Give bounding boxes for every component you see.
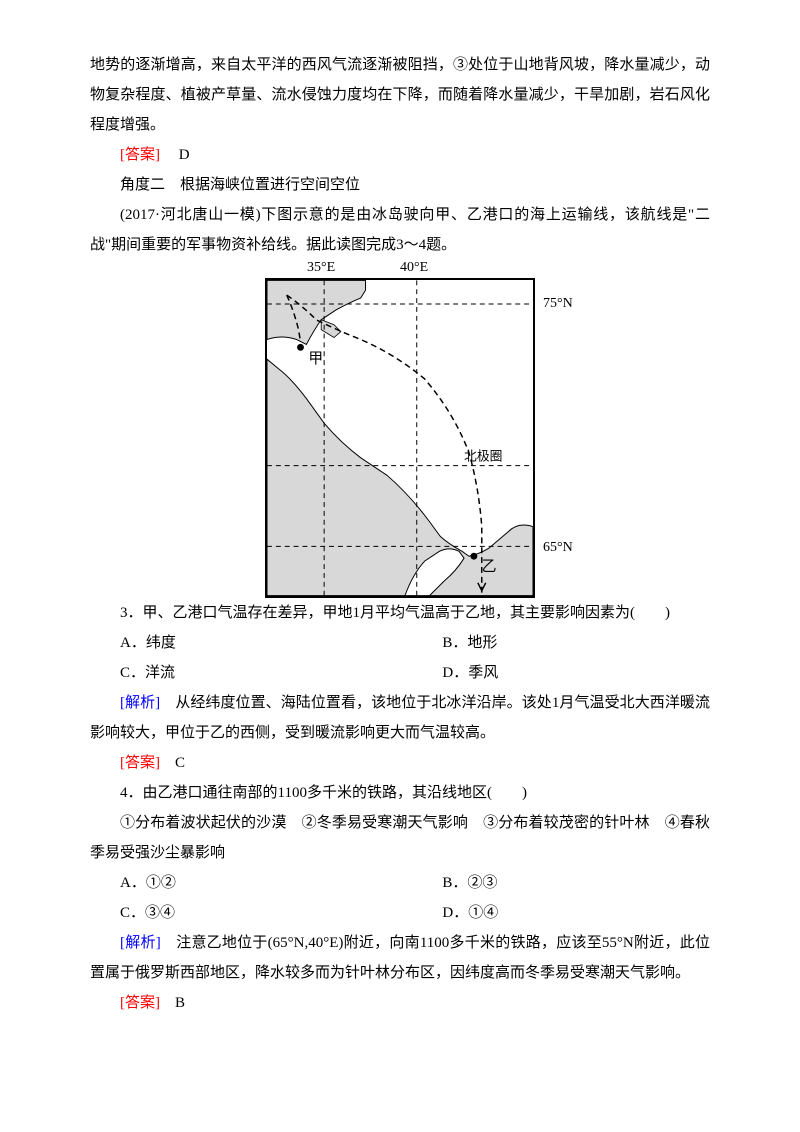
q3-analysis: [解析] 从经纬度位置、海陆位置看，该地位于北冰洋沿岸。该处1月气温受北大西洋暖… bbox=[90, 688, 710, 748]
answer-line-intro: [答案] D bbox=[90, 140, 710, 170]
q4-optC: C．③④ bbox=[90, 898, 412, 928]
map-svg: 甲 乙 北极圈 bbox=[265, 278, 535, 598]
label-65n: 65°N bbox=[543, 534, 573, 562]
q3-question: 3．甲、乙港口气温存在差异，甲地1月平均气温高于乙地，其主要影响因素为( ) bbox=[90, 598, 710, 628]
port-jia-marker bbox=[297, 344, 304, 351]
label-yi: 乙 bbox=[482, 559, 497, 575]
q3-optB: B．地形 bbox=[412, 628, 710, 658]
answer-value bbox=[164, 147, 179, 163]
label-arctic: 北极圈 bbox=[464, 450, 502, 464]
q4-statements: ①分布着波状起伏的沙漠 ②冬季易受寒潮天气影响 ③分布着较茂密的针叶林 ④春秋季… bbox=[90, 808, 710, 868]
label-jia: 甲 bbox=[308, 351, 323, 367]
q4-answer: [答案] B bbox=[90, 988, 710, 1018]
q3-answer-value: C bbox=[175, 755, 185, 771]
q3-options-row1: A．纬度 B．地形 bbox=[90, 628, 710, 658]
answer-label: [答案] bbox=[120, 147, 160, 163]
q3-analysis-text: 从经纬度位置、海陆位置看，该地位于北冰洋沿岸。该处1月气温受北大西洋暖流影响较大… bbox=[90, 695, 710, 741]
angle-title: 角度二 根据海峡位置进行空间空位 bbox=[90, 170, 710, 200]
q4-analysis-text: 注意乙地位于(65°N,40°E)附近，向南1100多千米的铁路，应该至55°N… bbox=[90, 935, 710, 981]
q3-options-row2: C．洋流 D．季风 bbox=[90, 658, 710, 688]
context-paragraph: (2017·河北唐山一模)下图示意的是由冰岛驶向甲、乙港口的海上运输线，该航线是… bbox=[90, 200, 710, 260]
q4-optB: B．②③ bbox=[412, 868, 710, 898]
q4-question: 4．由乙港口通往南部的1100多千米的铁路，其沿线地区( ) bbox=[90, 778, 710, 808]
intro-paragraph: 地势的逐渐增高，来自太平洋的西风气流逐渐被阻挡，③处位于山地背风坡，降水量减少，… bbox=[90, 50, 710, 140]
q4-optD: D．①④ bbox=[412, 898, 710, 928]
q4-options-row1: A．①② B．②③ bbox=[90, 868, 710, 898]
q3-answer: [答案] C bbox=[90, 748, 710, 778]
port-yi-marker bbox=[470, 553, 477, 560]
q3-optD: D．季风 bbox=[412, 658, 710, 688]
analysis-label: [解析] bbox=[120, 695, 160, 711]
label-35e: 35°E bbox=[307, 254, 335, 282]
answer-label: [答案] bbox=[120, 755, 160, 771]
q4-optA: A．①② bbox=[90, 868, 412, 898]
q3-optA: A．纬度 bbox=[90, 628, 412, 658]
answer-label: [答案] bbox=[120, 995, 160, 1011]
q4-options-row2: C．③④ D．①④ bbox=[90, 898, 710, 928]
q4-analysis: [解析] 注意乙地位于(65°N,40°E)附近，向南1100多千米的铁路，应该… bbox=[90, 928, 710, 988]
analysis-label: [解析] bbox=[120, 935, 161, 951]
q4-answer-value: B bbox=[175, 995, 185, 1011]
q3-optC: C．洋流 bbox=[90, 658, 412, 688]
map-figure: 甲 乙 北极圈 bbox=[90, 278, 710, 598]
answer-text: D bbox=[179, 147, 190, 163]
label-40e: 40°E bbox=[400, 254, 428, 282]
label-75n: 75°N bbox=[543, 290, 573, 318]
